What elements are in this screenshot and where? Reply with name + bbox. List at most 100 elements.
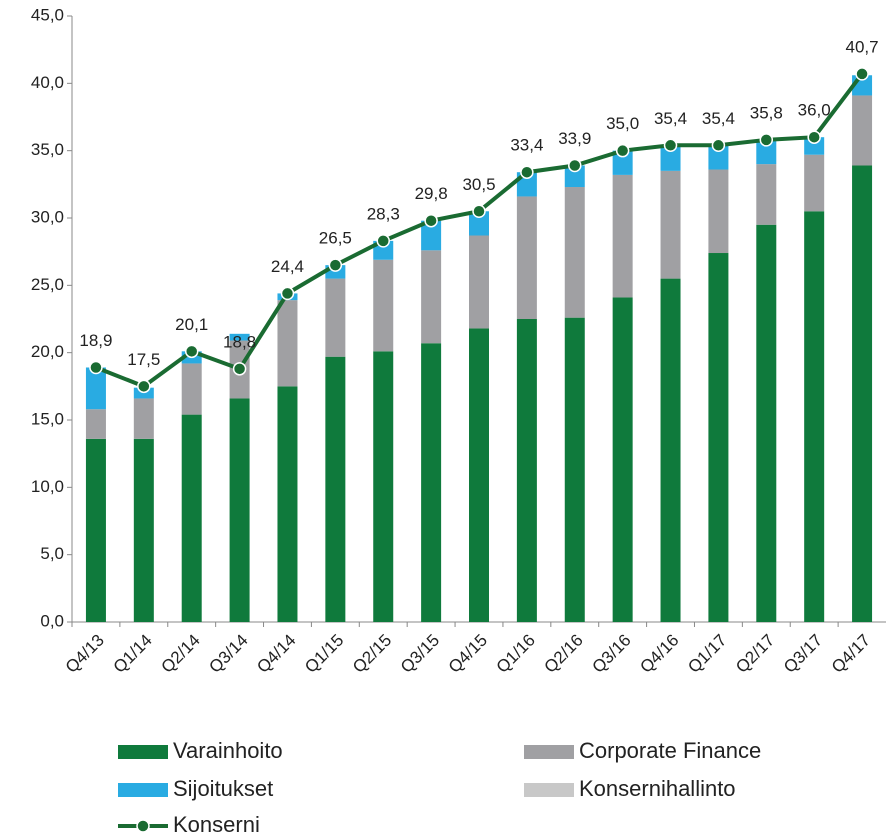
x-tick-label: Q3/16 [588, 631, 634, 677]
x-tick-label: Q4/13 [62, 631, 108, 677]
bar-segment [612, 297, 633, 622]
line-marker [137, 379, 151, 394]
x-tick-label: Q1/17 [684, 631, 730, 677]
data-label: 24,4 [271, 257, 304, 276]
y-tick-label: 35,0 [31, 140, 64, 159]
legend-swatch [118, 745, 168, 759]
bar-segment [564, 187, 585, 318]
x-tick-label: Q4/15 [445, 631, 491, 677]
x-tick-label: Q4/16 [636, 631, 682, 677]
bar-segment [612, 150, 633, 175]
bar-segment [660, 170, 681, 279]
data-label: 26,5 [319, 229, 352, 248]
bar-segment [421, 343, 442, 622]
x-tick-label: Q3/17 [780, 631, 826, 677]
bar-segment [804, 154, 825, 212]
data-label: 18,9 [79, 331, 112, 350]
bar-segment [516, 196, 537, 319]
line-marker [759, 133, 774, 147]
legend-swatch [524, 745, 574, 759]
bar-segment [325, 356, 346, 622]
y-tick-label: 45,0 [31, 5, 64, 24]
bar-segment [804, 211, 825, 622]
data-label: 35,0 [606, 114, 639, 133]
x-tick-label: Q3/14 [205, 631, 251, 677]
x-tick-label: Q2/17 [732, 631, 778, 677]
bar-segment [564, 317, 585, 622]
bar-segment [277, 300, 298, 387]
bar-segment [277, 386, 298, 622]
line-marker [855, 67, 869, 81]
legend-label: Varainhoito [173, 738, 283, 763]
y-tick-label: 30,0 [31, 207, 64, 226]
x-tick-label: Q4/17 [828, 631, 874, 677]
data-label: 40,7 [846, 37, 879, 56]
x-tick-label: Q1/16 [493, 631, 539, 677]
y-tick-label: 20,0 [31, 342, 64, 361]
legend-label: Corporate Finance [579, 738, 761, 763]
bar-segment [181, 414, 202, 622]
bar-segment [229, 333, 250, 341]
bar-segment [133, 438, 154, 622]
data-label: 29,8 [415, 184, 448, 203]
legend-marker [136, 819, 150, 833]
line-marker [615, 143, 630, 158]
data-label: 35,4 [654, 109, 687, 128]
bar-segment [612, 174, 633, 298]
data-label: 18,8 [223, 332, 256, 351]
bar-segment [85, 367, 106, 410]
bar-segment [133, 398, 154, 439]
bar-segment [421, 220, 442, 251]
bar-segment [708, 169, 729, 254]
bar-segment [516, 319, 537, 622]
line-marker [89, 360, 103, 375]
bar-segment [469, 328, 489, 622]
line-marker [280, 286, 295, 301]
x-tick-label: Q3/15 [397, 631, 443, 677]
legend-label: Konsernihallinto [579, 776, 736, 801]
y-tick-label: 40,0 [31, 73, 64, 92]
bar-segment [708, 253, 729, 622]
bar-segment [852, 165, 873, 623]
y-tick-label: 15,0 [31, 409, 64, 428]
data-label: 20,1 [175, 315, 208, 334]
data-label: 33,4 [510, 136, 543, 155]
bar-segment [756, 164, 777, 225]
data-label: 35,8 [750, 103, 783, 122]
data-label: 28,3 [367, 204, 400, 223]
legend-label: Sijoitukset [173, 776, 273, 801]
line-marker [711, 138, 726, 153]
y-tick-label: 0,0 [40, 611, 64, 630]
line-marker [472, 204, 486, 219]
line-marker [568, 158, 582, 173]
line-marker [184, 344, 199, 359]
bar-segment [756, 139, 777, 165]
bar-segment [421, 250, 442, 344]
bar-segment [469, 211, 489, 236]
line-marker [376, 234, 390, 248]
bar-segment [181, 363, 202, 415]
x-tick-label: Q2/15 [349, 631, 395, 677]
bar-segment [852, 95, 873, 166]
line-marker [807, 130, 821, 144]
data-label: 17,5 [127, 350, 160, 369]
y-tick-label: 5,0 [40, 544, 64, 563]
x-tick-label: Q2/16 [541, 631, 587, 677]
bar-segment [373, 259, 394, 352]
x-tick-label: Q4/14 [253, 631, 299, 677]
line-marker [424, 213, 438, 228]
data-label: 33,9 [558, 129, 591, 148]
line-marker [663, 138, 678, 153]
bar-segment [469, 235, 489, 329]
x-tick-label: Q1/14 [110, 631, 156, 677]
legend-swatch [118, 783, 168, 797]
line-marker [328, 258, 343, 272]
bar-segment [756, 224, 777, 622]
bar-segment [564, 165, 585, 188]
data-label: 35,4 [702, 109, 735, 128]
x-tick-label: Q1/15 [301, 631, 347, 677]
bar-segment [660, 145, 681, 171]
bar-segment [85, 409, 106, 439]
bar-segment [660, 278, 681, 622]
